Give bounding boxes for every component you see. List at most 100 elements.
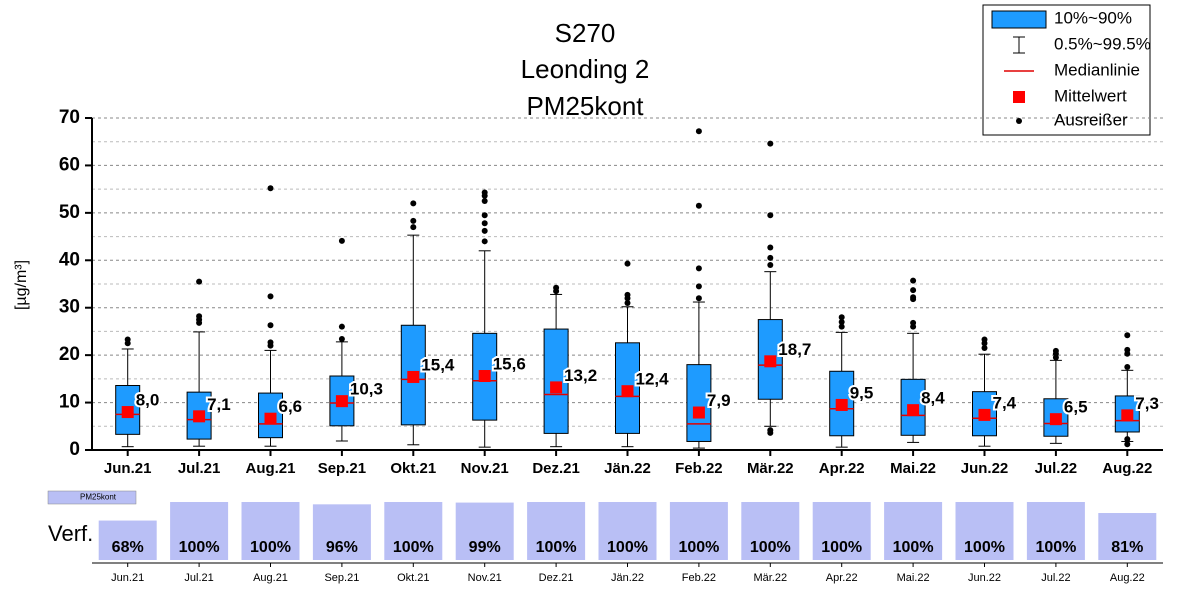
bar-label: 96% <box>326 539 358 556</box>
x-tick-label: Sep.21 <box>324 572 359 584</box>
outlier <box>553 284 560 291</box>
outlier <box>124 336 131 343</box>
outlier <box>338 336 345 343</box>
x-tick-label: Aug.22 <box>1110 572 1145 584</box>
y-tick-label: 40 <box>59 249 80 270</box>
outlier <box>410 200 417 207</box>
bar-label: 100% <box>607 539 648 556</box>
x-tick-label: Nov.21 <box>461 460 509 477</box>
bar <box>955 502 1014 560</box>
mean-marker <box>193 410 206 423</box>
outlier <box>695 265 702 272</box>
bar-label: 100% <box>893 539 934 556</box>
outlier <box>910 277 917 284</box>
mean-marker <box>478 370 491 383</box>
outlier <box>695 295 702 302</box>
outlier <box>481 198 488 204</box>
legend-swatch <box>1016 118 1022 124</box>
bar <box>812 502 871 560</box>
outlier <box>910 319 917 326</box>
bar <box>741 502 800 560</box>
outlier <box>624 260 631 267</box>
outlier <box>267 293 274 300</box>
bar <box>884 502 943 560</box>
outlier <box>695 202 702 209</box>
mean-label: 7,9 <box>707 391 731 410</box>
x-tick-label: Aug.21 <box>253 572 288 584</box>
mean-marker <box>1049 413 1062 426</box>
outlier <box>338 323 345 330</box>
x-tick-label: Jul.21 <box>184 572 213 584</box>
legend-swatch <box>1013 91 1025 103</box>
legend-label: 0.5%~99.5% <box>1054 34 1151 53</box>
bar <box>384 502 443 560</box>
x-tick-label: Jän.22 <box>611 572 644 584</box>
mean-marker <box>621 385 634 398</box>
x-tick-label: Okt.21 <box>397 572 429 584</box>
outlier <box>767 140 774 147</box>
x-tick-label: Nov.21 <box>468 572 502 584</box>
y-axis-label: [µg/m³] <box>13 260 30 310</box>
outlier <box>767 212 774 219</box>
y-tick-label: 20 <box>59 344 80 365</box>
legend-swatch <box>47 490 137 505</box>
x-tick-label: Mär.22 <box>747 460 794 477</box>
outlier <box>767 254 774 261</box>
bar <box>669 502 728 560</box>
outlier <box>767 262 774 269</box>
mean-marker <box>1121 409 1134 422</box>
outlier <box>1124 441 1131 448</box>
bar-label: 100% <box>821 539 862 556</box>
x-tick-label: Jun.21 <box>111 572 144 584</box>
bar <box>455 502 514 560</box>
x-tick-label: Aug.22 <box>1102 460 1152 477</box>
mean-marker <box>764 355 777 368</box>
mean-label: 7,1 <box>207 395 231 414</box>
x-tick-label: Jul.22 <box>1035 460 1078 477</box>
legend-label: Medianlinie <box>1054 60 1140 79</box>
outlier <box>410 224 417 231</box>
bar-label: 100% <box>964 539 1005 556</box>
mean-label: 6,6 <box>279 397 303 416</box>
outlier <box>838 314 845 321</box>
outlier <box>481 227 488 234</box>
mean-label: 7,3 <box>1135 394 1159 413</box>
box <box>686 364 712 442</box>
x-tick-label: Sep.21 <box>318 460 366 477</box>
bar <box>98 520 157 560</box>
mean-label: 13,2 <box>564 366 597 385</box>
x-tick-label: Dez.21 <box>539 572 574 584</box>
x-tick-label: Dez.21 <box>532 460 580 477</box>
legend-label: Ausreißer <box>1054 110 1128 129</box>
chart-title: Leonding 2 <box>521 54 650 84</box>
bar <box>312 504 371 560</box>
outlier <box>1124 332 1131 339</box>
y-axis-label: Verf. <box>48 521 93 546</box>
x-tick-label: Feb.22 <box>675 460 723 477</box>
bar <box>1098 513 1157 560</box>
outlier <box>481 189 488 196</box>
chart-title: S270 <box>555 18 616 48</box>
bar-label: 99% <box>469 539 501 556</box>
outlier <box>981 345 988 352</box>
outlier <box>267 339 274 346</box>
y-tick-label: 0 <box>69 439 80 460</box>
x-tick-label: Feb.22 <box>682 572 716 584</box>
mean-marker <box>121 406 134 419</box>
mean-marker <box>692 406 705 419</box>
mean-label: 6,5 <box>1064 398 1088 417</box>
mean-marker <box>978 408 991 421</box>
mean-label: 10,3 <box>350 380 383 399</box>
x-tick-label: Jun.22 <box>961 460 1009 477</box>
outlier <box>338 237 345 244</box>
legend-label: Mittelwert <box>1054 86 1127 105</box>
x-tick-label: Aug.21 <box>245 460 295 477</box>
outlier <box>481 238 488 245</box>
outlier <box>1124 436 1131 443</box>
outlier <box>481 220 488 227</box>
x-tick-label: Apr.22 <box>819 460 865 477</box>
bar-label: 100% <box>1035 539 1076 556</box>
x-tick-label: Mai.22 <box>897 572 930 584</box>
outlier <box>838 318 845 325</box>
